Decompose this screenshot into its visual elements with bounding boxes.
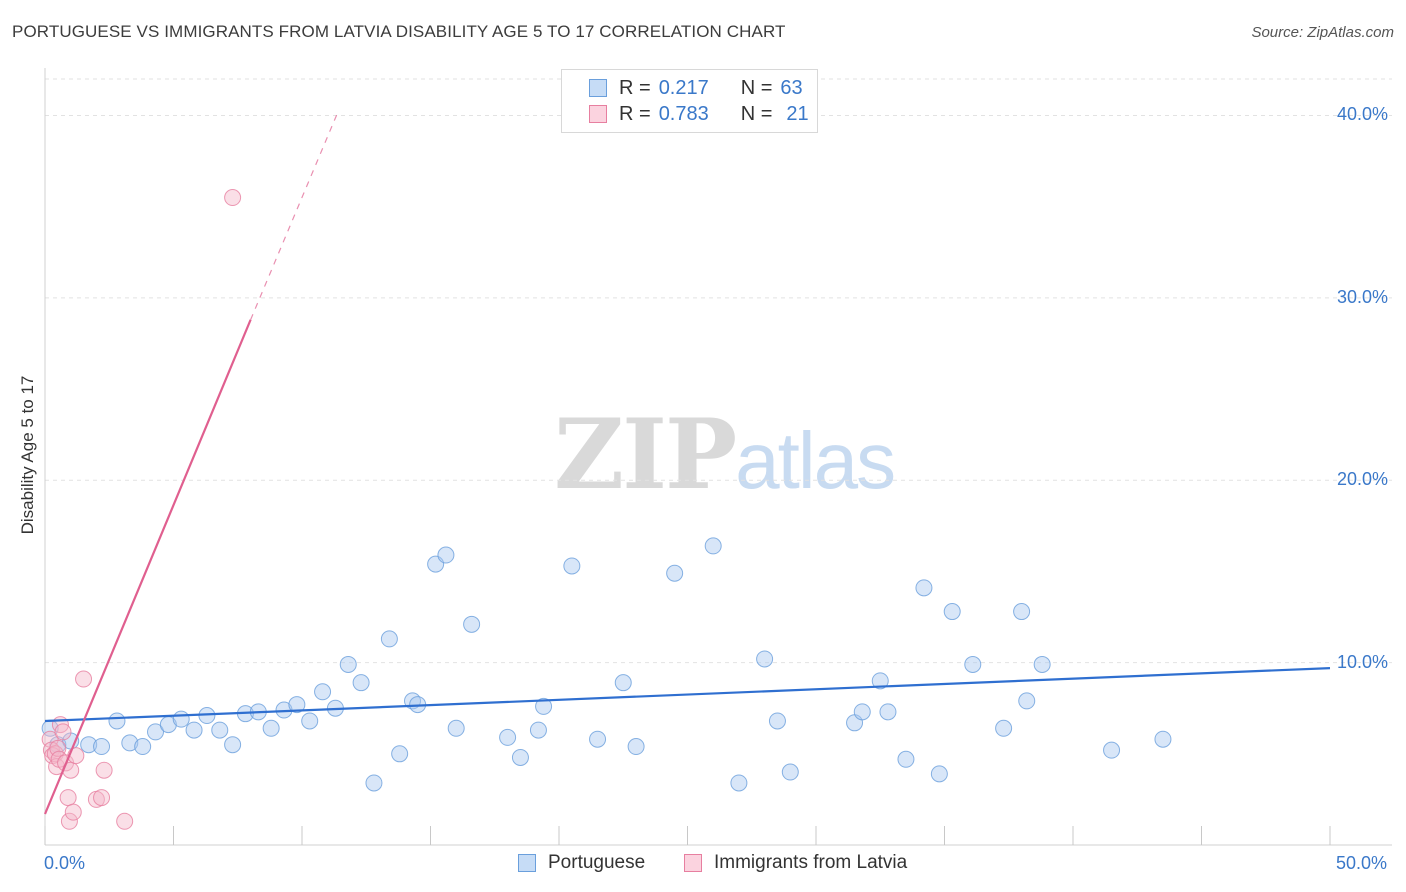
axes [44, 68, 1392, 846]
x-tick-label-min: 0.0% [44, 853, 86, 873]
point-portuguese [121, 734, 139, 752]
legend: R = 0.217 N = 63 R = 0.783 N = 21 [561, 69, 818, 133]
point-latvia [93, 789, 111, 807]
point-portuguese [380, 630, 398, 648]
y-tick-label: 20.0% [1337, 469, 1389, 490]
point-portuguese [529, 721, 547, 739]
point-portuguese [563, 557, 581, 575]
legend-swatch-portuguese [589, 79, 607, 97]
point-portuguese [1013, 603, 1031, 621]
legend-swatch-latvia [589, 105, 607, 123]
point-portuguese [614, 674, 632, 692]
point-portuguese [339, 655, 357, 673]
watermark: ZIPatlas [554, 398, 896, 511]
point-portuguese [288, 696, 306, 714]
legend-row-portuguese: R = 0.217 N = 63 [562, 75, 803, 101]
point-portuguese [930, 765, 948, 783]
point-portuguese [871, 672, 889, 690]
watermark-zip: ZIP [554, 398, 737, 511]
point-portuguese [756, 650, 774, 668]
point-portuguese [365, 774, 383, 792]
point-portuguese [511, 748, 529, 766]
trend-line-latvia-extension [250, 111, 339, 320]
point-portuguese [463, 615, 481, 633]
trend-lines [43, 111, 1331, 815]
point-portuguese [185, 721, 203, 739]
point-latvia [54, 723, 72, 741]
data-points [41, 189, 1172, 830]
point-portuguese [314, 683, 332, 701]
point-portuguese [447, 719, 465, 737]
y-tick-label: 30.0% [1337, 286, 1389, 307]
point-portuguese [589, 730, 607, 748]
point-portuguese [666, 564, 684, 582]
point-portuguese [897, 750, 915, 768]
point-portuguese [262, 719, 280, 737]
point-latvia [59, 789, 77, 807]
y-tick-label: 10.0% [1337, 651, 1389, 672]
chart-source: Source: ZipAtlas.com [1251, 24, 1394, 41]
bottom-legend-swatch-portuguese [518, 854, 536, 872]
point-latvia [64, 803, 82, 821]
point-portuguese [730, 774, 748, 792]
y-tick-label: 40.0% [1337, 104, 1389, 125]
point-latvia [75, 670, 93, 688]
point-portuguese [964, 655, 982, 673]
point-portuguese [437, 546, 455, 564]
x-tick-label-max: 50.0% [1336, 853, 1388, 873]
legend-n-value: 21 [786, 102, 809, 125]
trend-line-latvia [43, 319, 252, 815]
legend-n-value: 63 [780, 76, 803, 99]
point-portuguese [80, 736, 98, 754]
legend-r-value: 0.783 [658, 102, 709, 125]
point-portuguese [704, 537, 722, 555]
point-portuguese [1154, 730, 1172, 748]
point-portuguese [627, 738, 645, 756]
point-portuguese [301, 712, 319, 730]
point-latvia [95, 761, 113, 779]
point-portuguese [211, 721, 229, 739]
bottom-legend-label-latvia: Immigrants from Latvia [714, 852, 908, 873]
point-portuguese [915, 579, 933, 597]
point-portuguese [879, 703, 897, 721]
point-portuguese [499, 728, 517, 746]
point-portuguese [93, 738, 111, 756]
point-latvia [49, 739, 67, 757]
point-portuguese [853, 703, 871, 721]
bottom-legend-portuguese: Portuguese [518, 852, 645, 874]
point-portuguese [224, 736, 242, 754]
point-portuguese [768, 712, 786, 730]
point-latvia [224, 189, 242, 207]
point-portuguese [1033, 655, 1051, 673]
point-portuguese [147, 723, 165, 741]
bottom-legend-label-portuguese: Portuguese [548, 852, 646, 873]
bottom-legend-latvia: Immigrants from Latvia [684, 852, 907, 874]
point-portuguese [134, 738, 152, 756]
point-portuguese [108, 712, 126, 730]
point-portuguese [1018, 692, 1036, 710]
bottom-legend-swatch-latvia [684, 854, 702, 872]
legend-row-latvia: R = 0.783 N = 21 [562, 101, 809, 127]
grid-lines [45, 78, 1392, 664]
chart-title: PORTUGUESE VS IMMIGRANTS FROM LATVIA DIS… [12, 22, 786, 41]
legend-n-label: N = [740, 102, 773, 125]
point-latvia [60, 812, 78, 830]
point-portuguese [172, 710, 190, 728]
legend-r-label: R = [619, 76, 651, 99]
point-portuguese [352, 674, 370, 692]
watermark-atlas: atlas [735, 416, 896, 505]
legend-r-value: 0.217 [658, 76, 709, 99]
legend-r-label: R = [619, 102, 651, 125]
point-portuguese [1103, 741, 1121, 759]
point-portuguese [535, 697, 553, 715]
point-portuguese [995, 719, 1013, 737]
point-portuguese [391, 745, 409, 763]
trend-line-portuguese [44, 666, 1331, 723]
legend-n-label: N = [740, 76, 773, 99]
point-portuguese [943, 603, 961, 621]
point-portuguese [781, 763, 799, 781]
point-latvia [116, 812, 134, 830]
